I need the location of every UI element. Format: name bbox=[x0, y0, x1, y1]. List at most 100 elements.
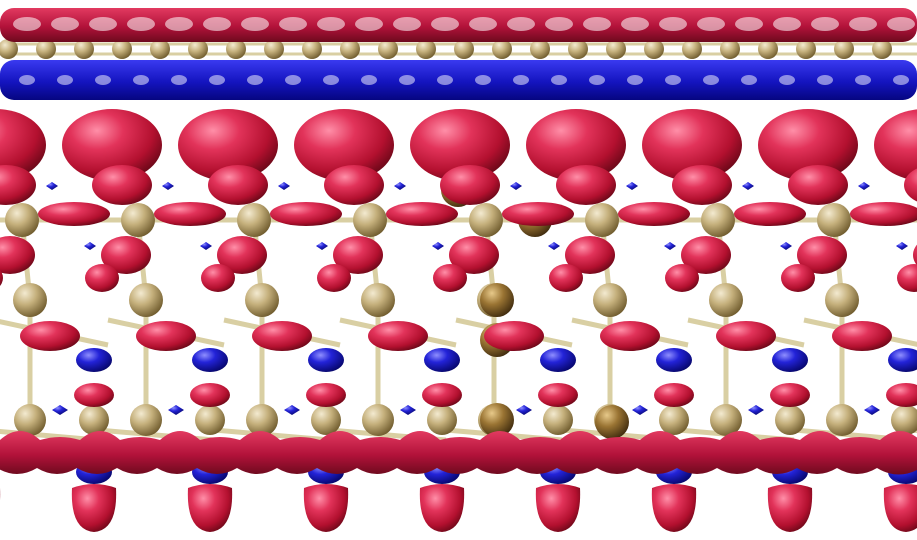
red-lobe bbox=[797, 236, 847, 274]
top-band-hole bbox=[583, 17, 611, 31]
blue-lobe bbox=[424, 348, 460, 372]
atom bbox=[5, 203, 39, 237]
small-blue-lobe bbox=[858, 182, 870, 190]
red-ring-lobe bbox=[850, 202, 917, 226]
top-atom bbox=[796, 39, 816, 59]
atom bbox=[195, 405, 225, 435]
top-atom bbox=[36, 39, 56, 59]
atom bbox=[14, 404, 46, 436]
atom bbox=[246, 404, 278, 436]
top-blue-hole bbox=[171, 75, 187, 85]
red-lobe bbox=[556, 165, 616, 205]
red-lobe bbox=[85, 264, 119, 292]
blue-lobe bbox=[192, 348, 228, 372]
red-lobe bbox=[565, 236, 615, 274]
top-blue-hole bbox=[779, 75, 795, 85]
small-blue-lobe bbox=[162, 182, 174, 190]
bottom-red-lobe bbox=[303, 484, 349, 532]
small-blue-lobe bbox=[864, 405, 880, 415]
top-blue-hole bbox=[665, 75, 681, 85]
red-lobe bbox=[101, 236, 151, 274]
blue-lobe bbox=[888, 348, 917, 372]
atom bbox=[543, 405, 573, 435]
top-atom bbox=[606, 39, 626, 59]
top-blue-hole bbox=[247, 75, 263, 85]
top-atom bbox=[264, 39, 284, 59]
red-lobe bbox=[549, 264, 583, 292]
red-wavy-lobe bbox=[484, 321, 544, 351]
top-atom bbox=[226, 39, 246, 59]
blue-lobe bbox=[656, 348, 692, 372]
large-red-lobe bbox=[294, 109, 394, 181]
large-red-lobe bbox=[62, 109, 162, 181]
top-blue-hole bbox=[855, 75, 871, 85]
bottom-red-lobe bbox=[767, 484, 813, 532]
large-red-lobe bbox=[874, 109, 917, 181]
small-blue-lobe bbox=[278, 182, 290, 190]
top-band-hole bbox=[241, 17, 269, 31]
small-blue-lobe bbox=[168, 405, 184, 415]
red-lobe bbox=[433, 264, 467, 292]
red-ring-lobe bbox=[502, 202, 574, 226]
red-lobe bbox=[0, 165, 36, 205]
top-band-hole bbox=[735, 17, 763, 31]
red-lobe bbox=[770, 383, 810, 407]
atom bbox=[593, 283, 627, 317]
top-blue-hole bbox=[437, 75, 453, 85]
atom bbox=[121, 203, 155, 237]
top-blue-band bbox=[0, 60, 917, 100]
atom bbox=[79, 405, 109, 435]
red-wavy-lobe bbox=[832, 321, 892, 351]
atom bbox=[826, 404, 858, 436]
red-lobe bbox=[333, 236, 383, 274]
atom bbox=[361, 283, 395, 317]
red-lobe bbox=[0, 270, 3, 286]
top-band-hole bbox=[355, 17, 383, 31]
top-atom bbox=[530, 39, 550, 59]
red-lobe bbox=[788, 165, 848, 205]
atom bbox=[710, 404, 742, 436]
top-atom bbox=[378, 39, 398, 59]
top-atom bbox=[872, 39, 892, 59]
top-band-hole bbox=[849, 17, 877, 31]
small-blue-lobe bbox=[394, 182, 406, 190]
bottom-red-band bbox=[0, 431, 917, 475]
atom bbox=[585, 203, 619, 237]
top-blue-hole bbox=[19, 75, 35, 85]
large-red-lobe bbox=[410, 109, 510, 181]
red-wavy-lobe bbox=[716, 321, 776, 351]
atom bbox=[13, 283, 47, 317]
top-blue-hole bbox=[893, 75, 909, 85]
atom bbox=[130, 404, 162, 436]
top-blue-hole bbox=[133, 75, 149, 85]
atom bbox=[825, 283, 859, 317]
top-band-hole bbox=[469, 17, 497, 31]
red-lobe bbox=[317, 264, 351, 292]
top-atom bbox=[74, 39, 94, 59]
red-lobe bbox=[440, 165, 500, 205]
top-atom bbox=[0, 39, 18, 59]
top-blue-hole bbox=[589, 75, 605, 85]
top-atom bbox=[682, 39, 702, 59]
top-blue-hole bbox=[703, 75, 719, 85]
top-atom bbox=[112, 39, 132, 59]
red-wavy-lobe bbox=[20, 321, 80, 351]
red-lobe bbox=[904, 168, 917, 202]
red-lobe bbox=[781, 264, 815, 292]
red-ring-lobe bbox=[38, 202, 110, 226]
bottom-red-lobe bbox=[651, 484, 697, 532]
red-wavy-lobe bbox=[136, 321, 196, 351]
atom bbox=[311, 405, 341, 435]
top-atom bbox=[340, 39, 360, 59]
red-lobe bbox=[201, 264, 235, 292]
bottom-red-lobe bbox=[71, 484, 117, 532]
atom bbox=[129, 283, 163, 317]
red-lobe bbox=[92, 165, 152, 205]
top-band-hole bbox=[697, 17, 725, 31]
red-lobe bbox=[654, 383, 694, 407]
top-band-hole bbox=[507, 17, 535, 31]
bond bbox=[0, 429, 99, 443]
red-lobe bbox=[449, 236, 499, 274]
small-blue-lobe bbox=[84, 242, 96, 250]
red-wavy-lobe bbox=[368, 321, 428, 351]
